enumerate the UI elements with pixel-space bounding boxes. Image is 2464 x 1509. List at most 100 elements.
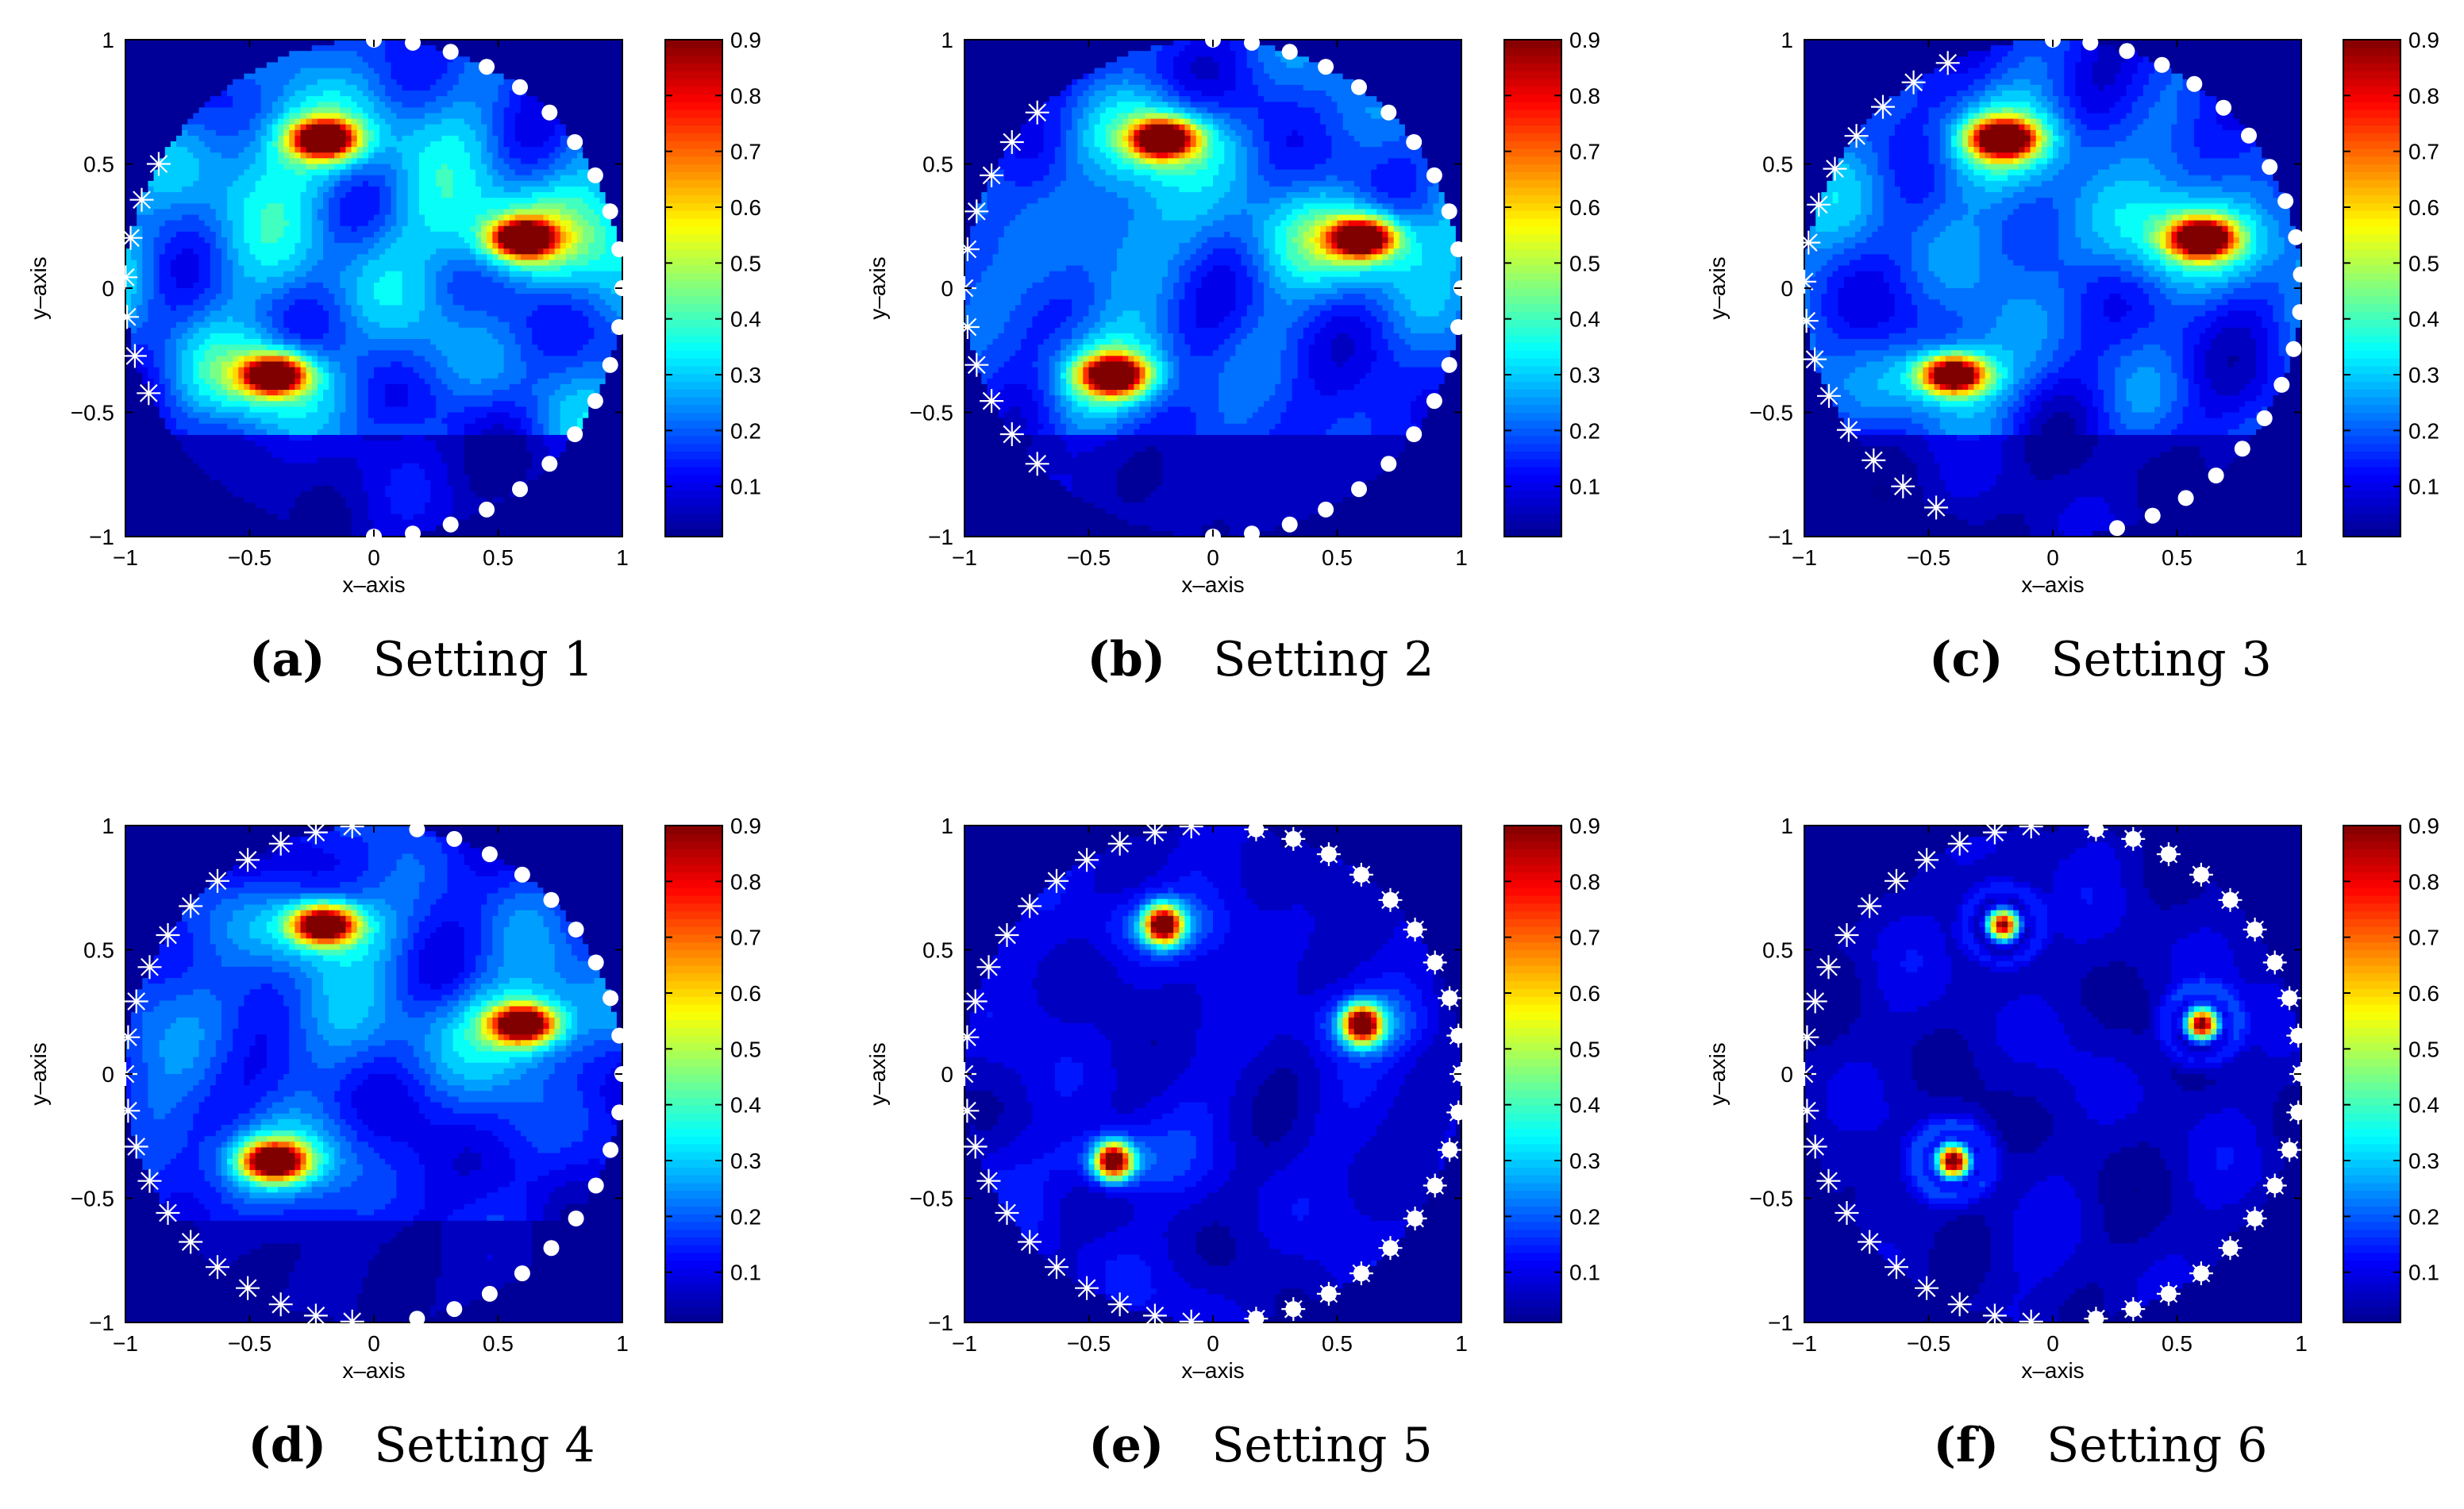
x-axis-label: x–axis xyxy=(1181,1358,1244,1383)
transmitter-star xyxy=(1891,475,1915,499)
transmitter-star xyxy=(1281,1297,1305,1321)
transmitter-star xyxy=(1837,418,1861,442)
receiver-dot xyxy=(2145,508,2161,524)
colorbar-a: 0.10.20.30.40.50.60.70.80.9 xyxy=(665,28,761,537)
colorbar-tick-label: 0.7 xyxy=(2408,926,2439,950)
colorbar-tick-label: 0.6 xyxy=(2408,981,2439,1006)
transmitter-star xyxy=(1379,888,1403,912)
receiver-dot xyxy=(2154,57,2170,73)
colorbar-tick-label: 0.6 xyxy=(1569,981,1600,1006)
transmitter-star xyxy=(2189,1261,2213,1285)
receiver-dot xyxy=(2241,128,2257,144)
transmitter-star xyxy=(123,344,147,368)
transmitter-star xyxy=(304,1303,328,1327)
x-tick-label: −1 xyxy=(1792,1331,1817,1356)
x-tick-label: −0.5 xyxy=(1067,545,1111,570)
y-axis-label: y–axis xyxy=(865,256,890,319)
panel-caption: (d) Setting 4 xyxy=(248,1418,595,1473)
receiver-dot xyxy=(1282,517,1298,533)
colorbar-tick-label: 0.7 xyxy=(2408,140,2439,164)
receiver-dot xyxy=(2235,441,2250,456)
transmitter-star xyxy=(2019,1310,2043,1334)
transmitter-star xyxy=(236,1276,260,1300)
transmitter-star xyxy=(1180,814,1203,838)
caption-letter: (a) xyxy=(249,632,325,687)
colorbar-tick-label: 0.6 xyxy=(1569,195,1600,220)
transmitter-star xyxy=(119,226,143,250)
y-tick-label: 0 xyxy=(941,276,953,301)
x-tick-label: 0.5 xyxy=(1322,545,1353,570)
y-tick-label: −1 xyxy=(1768,525,1793,549)
caption-text: Setting 5 xyxy=(1211,1418,1432,1473)
transmitter-star xyxy=(1423,951,1447,975)
transmitter-star xyxy=(1143,821,1167,845)
transmitter-star xyxy=(1446,1024,1470,1048)
transmitter-star xyxy=(2219,1236,2243,1260)
transmitter-star xyxy=(1835,923,1859,947)
x-tick-label: 1 xyxy=(2295,1331,2308,1356)
y-tick-label: 0.5 xyxy=(1762,938,1793,963)
transmitter-star xyxy=(138,955,162,979)
receiver-dot xyxy=(1426,167,1442,183)
receiver-dot xyxy=(587,167,603,183)
x-tick-label: −1 xyxy=(113,1331,138,1356)
transmitter-star xyxy=(2084,818,2108,841)
receiver-dot xyxy=(541,456,557,472)
y-tick-label: 1 xyxy=(941,28,953,52)
y-tick-label: −0.5 xyxy=(910,1187,953,1211)
transmitter-star xyxy=(1792,270,1816,294)
transmitter-star xyxy=(1423,1174,1447,1198)
y-axis-label: y–axis xyxy=(1705,1042,1730,1105)
receiver-dot xyxy=(568,922,584,937)
transmitter-star xyxy=(115,305,139,329)
receiver-dot xyxy=(2119,43,2135,59)
colorbar-tick-label: 0.3 xyxy=(2408,1149,2439,1173)
transmitter-star xyxy=(1403,918,1427,941)
colorbar-tick-label: 0.2 xyxy=(1569,418,1600,443)
transmitter-star xyxy=(2189,863,2213,887)
panel-f: −1 −0.5 0 0.5 1−1−0.500.51x–axisy–axis0.10.2… xyxy=(1705,814,2439,1473)
transmitter-star xyxy=(2157,842,2181,866)
receiver-dot xyxy=(1426,393,1442,409)
caption-text: Setting 4 xyxy=(374,1418,595,1473)
x-axis-label: x–axis xyxy=(342,572,405,597)
receiver-dot xyxy=(1380,456,1396,472)
y-tick-label: 1 xyxy=(102,814,114,838)
receiver-dot xyxy=(587,393,603,409)
y-tick-label: 0.5 xyxy=(922,938,953,963)
transmitter-star xyxy=(1018,895,1041,918)
x-tick-label: 0 xyxy=(368,1331,380,1356)
transmitter-star xyxy=(1795,1026,1819,1049)
receiver-dot xyxy=(1450,241,1466,257)
transmitter-star xyxy=(977,955,1001,979)
receiver-dot xyxy=(2285,341,2301,357)
colorbar-tick-label: 0.1 xyxy=(1569,475,1600,499)
receiver-dot xyxy=(479,502,495,518)
transmitter-star xyxy=(1244,1307,1268,1330)
receiver-dot xyxy=(611,241,627,257)
panel-caption: (e) Setting 5 xyxy=(1088,1418,1432,1473)
y-tick-label: 0 xyxy=(1781,276,1793,301)
transmitter-star xyxy=(1983,1303,2007,1327)
y-axis-label: y–axis xyxy=(26,256,51,319)
transmitter-star xyxy=(1438,986,1461,1010)
y-tick-label: −0.5 xyxy=(910,401,953,425)
transmitter-star xyxy=(964,199,988,223)
transmitter-star xyxy=(955,1026,979,1049)
receiver-dot xyxy=(603,990,618,1006)
y-axis-label: y–axis xyxy=(26,1042,51,1105)
receiver-dot xyxy=(1318,502,1334,518)
receiver-dot xyxy=(405,525,421,541)
colorbar-tick-label: 0.8 xyxy=(1569,83,1600,108)
receiver-dot xyxy=(567,426,583,442)
receiver-dot xyxy=(541,105,557,121)
x-tick-label: 0 xyxy=(2046,545,2059,570)
x-tick-label: 0.5 xyxy=(483,545,514,570)
transmitter-star xyxy=(156,923,180,947)
colorbar-tick-label: 0.7 xyxy=(730,926,761,950)
transmitter-star xyxy=(1108,1292,1132,1316)
transmitter-star xyxy=(1244,818,1268,841)
x-tick-label: 0.5 xyxy=(1322,1331,1353,1356)
transmitter-star xyxy=(1045,1255,1068,1279)
transmitter-star xyxy=(2084,1307,2108,1330)
